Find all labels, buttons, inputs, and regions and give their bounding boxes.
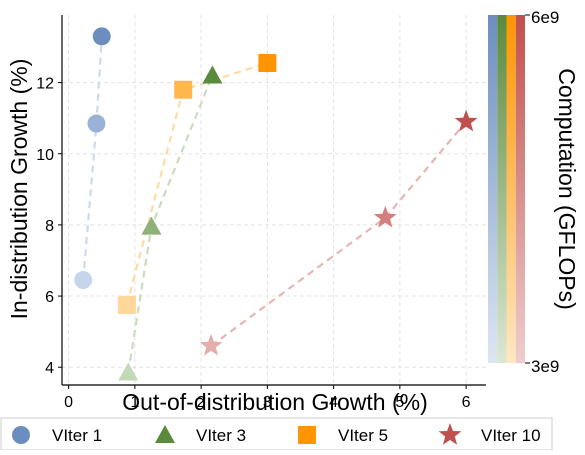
colorbar-min-label: 3e9 bbox=[531, 357, 559, 376]
colorbar bbox=[488, 14, 530, 364]
y-tick-label: 6 bbox=[45, 289, 54, 306]
colorbar-stripe bbox=[506, 15, 516, 363]
colorbar-label: Computation (GFLOPs) bbox=[554, 68, 580, 310]
axes bbox=[58, 15, 486, 389]
x-tick-label: 4 bbox=[329, 394, 338, 411]
data-point bbox=[174, 80, 193, 99]
x-tick-label: 6 bbox=[462, 394, 471, 411]
series-line bbox=[210, 120, 467, 347]
data-point bbox=[199, 333, 223, 356]
legend-marker bbox=[438, 423, 462, 445]
colorbar-stripe bbox=[515, 15, 525, 363]
y-tick-label: 12 bbox=[36, 76, 54, 93]
y-axis-label: In-distribution Growth (%) bbox=[6, 59, 32, 320]
data-point bbox=[92, 27, 111, 46]
legend-marker bbox=[155, 425, 175, 443]
data-point bbox=[118, 362, 139, 381]
series-lines bbox=[82, 36, 467, 373]
series-line bbox=[125, 61, 268, 306]
x-tick-label: 1 bbox=[130, 394, 139, 411]
x-axis-label: Out-of-distribution Growth (%) bbox=[122, 389, 427, 415]
data-point bbox=[117, 295, 136, 314]
data-point bbox=[454, 109, 478, 132]
series-line bbox=[82, 36, 103, 281]
data-point bbox=[258, 54, 277, 73]
series-markers bbox=[74, 27, 478, 381]
grid bbox=[62, 15, 486, 385]
data-point bbox=[373, 205, 397, 228]
legend-label: VIter 5 bbox=[338, 426, 388, 445]
data-point bbox=[141, 216, 162, 235]
colorbar-stripe bbox=[488, 15, 498, 363]
series-line bbox=[127, 75, 214, 373]
y-tick-label: 10 bbox=[36, 147, 54, 164]
legend-label: VIter 10 bbox=[481, 426, 541, 445]
x-tick-label: 5 bbox=[395, 394, 404, 411]
x-tick-label: 2 bbox=[197, 394, 206, 411]
legend-label: VIter 1 bbox=[52, 426, 102, 445]
colorbar-max-label: 6e9 bbox=[531, 8, 559, 27]
x-tick-label: 3 bbox=[263, 394, 272, 411]
y-tick-label: 8 bbox=[45, 218, 54, 235]
x-tick-label: 0 bbox=[64, 394, 73, 411]
data-point bbox=[74, 271, 93, 290]
data-point bbox=[87, 114, 106, 133]
legend-marker bbox=[12, 426, 30, 444]
y-tick-label: 4 bbox=[45, 360, 54, 377]
legend-label: VIter 3 bbox=[196, 426, 246, 445]
colorbar-stripe bbox=[497, 15, 507, 363]
legend: VIter 1 VIter 3 VIter 5 VIter 10 bbox=[0, 417, 553, 451]
legend-marker bbox=[298, 426, 316, 444]
data-point bbox=[202, 65, 223, 84]
